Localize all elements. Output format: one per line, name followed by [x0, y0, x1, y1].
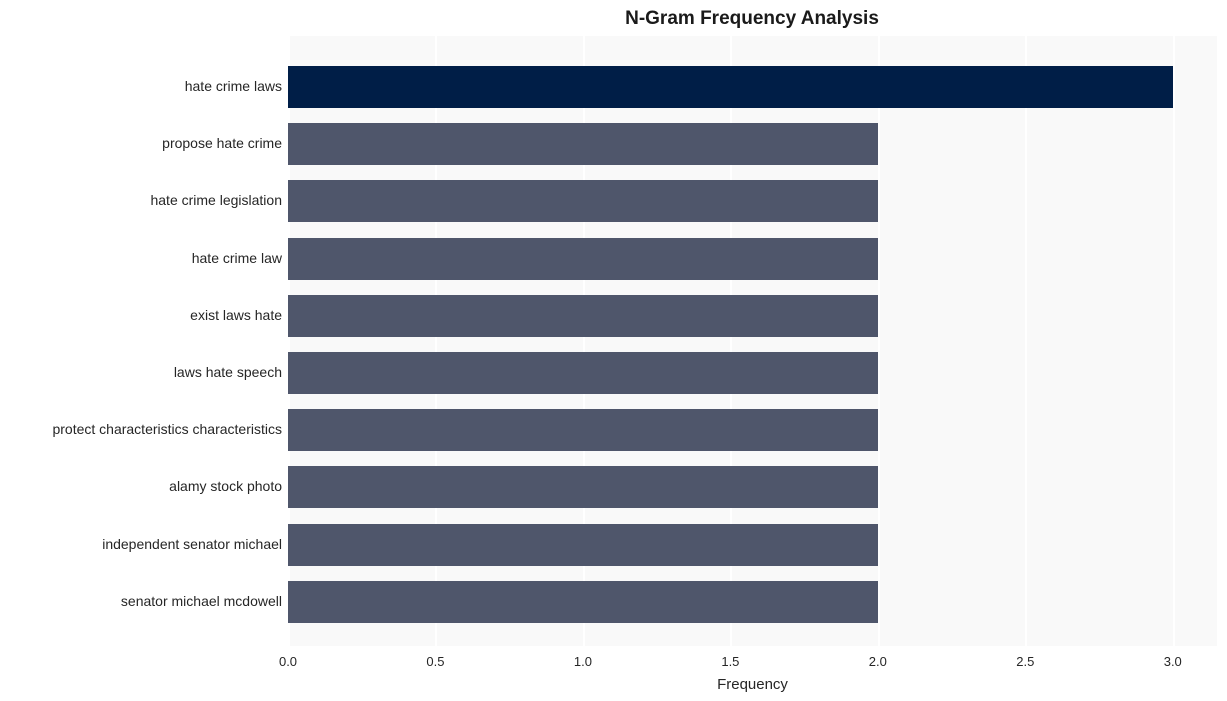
bar	[288, 66, 1173, 108]
y-tick-label: propose hate crime	[162, 135, 282, 151]
grid-line	[1173, 36, 1175, 646]
grid-line	[878, 36, 880, 646]
x-tick-label: 0.0	[279, 654, 297, 669]
y-tick-label: independent senator michael	[102, 536, 282, 552]
y-tick-label: hate crime legislation	[150, 192, 282, 208]
y-tick-label: senator michael mcdowell	[121, 593, 282, 609]
bar	[288, 238, 878, 280]
y-tick-label: exist laws hate	[190, 307, 282, 323]
bar	[288, 466, 878, 508]
x-tick-label: 0.5	[426, 654, 444, 669]
y-tick-label: laws hate speech	[174, 364, 282, 380]
bar	[288, 409, 878, 451]
bar	[288, 295, 878, 337]
x-tick-label: 2.0	[869, 654, 887, 669]
y-tick-label: alamy stock photo	[169, 478, 282, 494]
ngram-chart: N-Gram Frequency Analysis hate crime law…	[0, 0, 1227, 701]
bar	[288, 524, 878, 566]
x-tick-label: 1.5	[721, 654, 739, 669]
x-tick-label: 1.0	[574, 654, 592, 669]
bar	[288, 180, 878, 222]
bar	[288, 581, 878, 623]
y-tick-label: hate crime law	[192, 250, 282, 266]
x-axis-label: Frequency	[717, 676, 788, 693]
bar	[288, 352, 878, 394]
x-tick-label: 3.0	[1164, 654, 1182, 669]
y-tick-label: hate crime laws	[185, 78, 282, 94]
bar	[288, 123, 878, 165]
grid-line	[1025, 36, 1027, 646]
plot-area	[288, 36, 1217, 646]
chart-title: N-Gram Frequency Analysis	[625, 8, 879, 30]
x-tick-label: 2.5	[1016, 654, 1034, 669]
y-tick-label: protect characteristics characteristics	[52, 421, 282, 437]
